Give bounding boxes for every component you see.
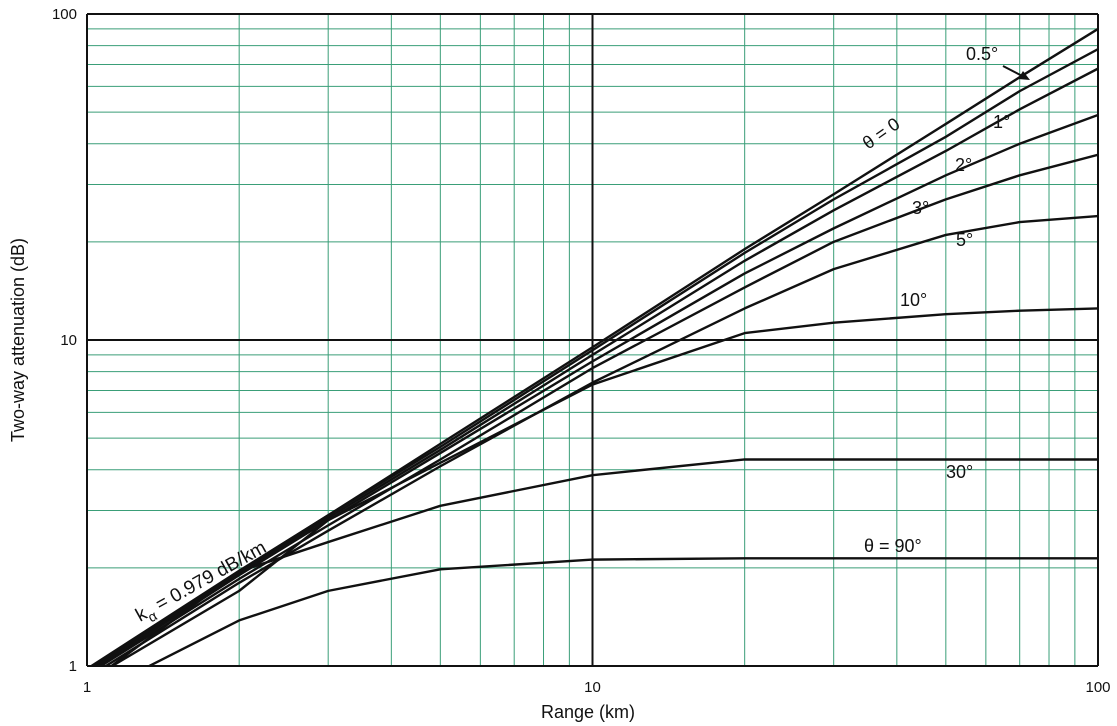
series-line xyxy=(91,48,1098,666)
y-axis-title: Two-way attenuation (dB) xyxy=(8,238,28,442)
series-label: 10° xyxy=(900,290,927,310)
annotation-rest: = 0.979 dB/km xyxy=(148,537,270,618)
series-line xyxy=(93,67,1098,666)
series-line xyxy=(146,557,1098,666)
plot-area xyxy=(89,27,1098,666)
y-tick-label: 1 xyxy=(69,658,77,675)
series-line xyxy=(109,458,1098,666)
x-tick-label: 1 xyxy=(83,679,91,696)
y-tick-label: 100 xyxy=(52,6,77,23)
series-line xyxy=(98,153,1098,666)
y-tick-label: 10 xyxy=(60,332,77,349)
x-axis-title: Range (km) xyxy=(541,702,635,722)
series-label: 5° xyxy=(956,230,973,250)
arrow-head xyxy=(1018,71,1030,80)
x-tick-label: 10 xyxy=(584,679,601,696)
series-label: 1° xyxy=(993,112,1010,132)
series-label: 30° xyxy=(946,462,973,482)
series-label: 2° xyxy=(955,155,972,175)
series-label: 0.5° xyxy=(966,44,998,64)
x-tick-label: 100 xyxy=(1085,679,1110,696)
series-line xyxy=(96,113,1098,666)
series-label: 3° xyxy=(912,198,929,218)
series-label: θ = 90° xyxy=(864,536,922,556)
